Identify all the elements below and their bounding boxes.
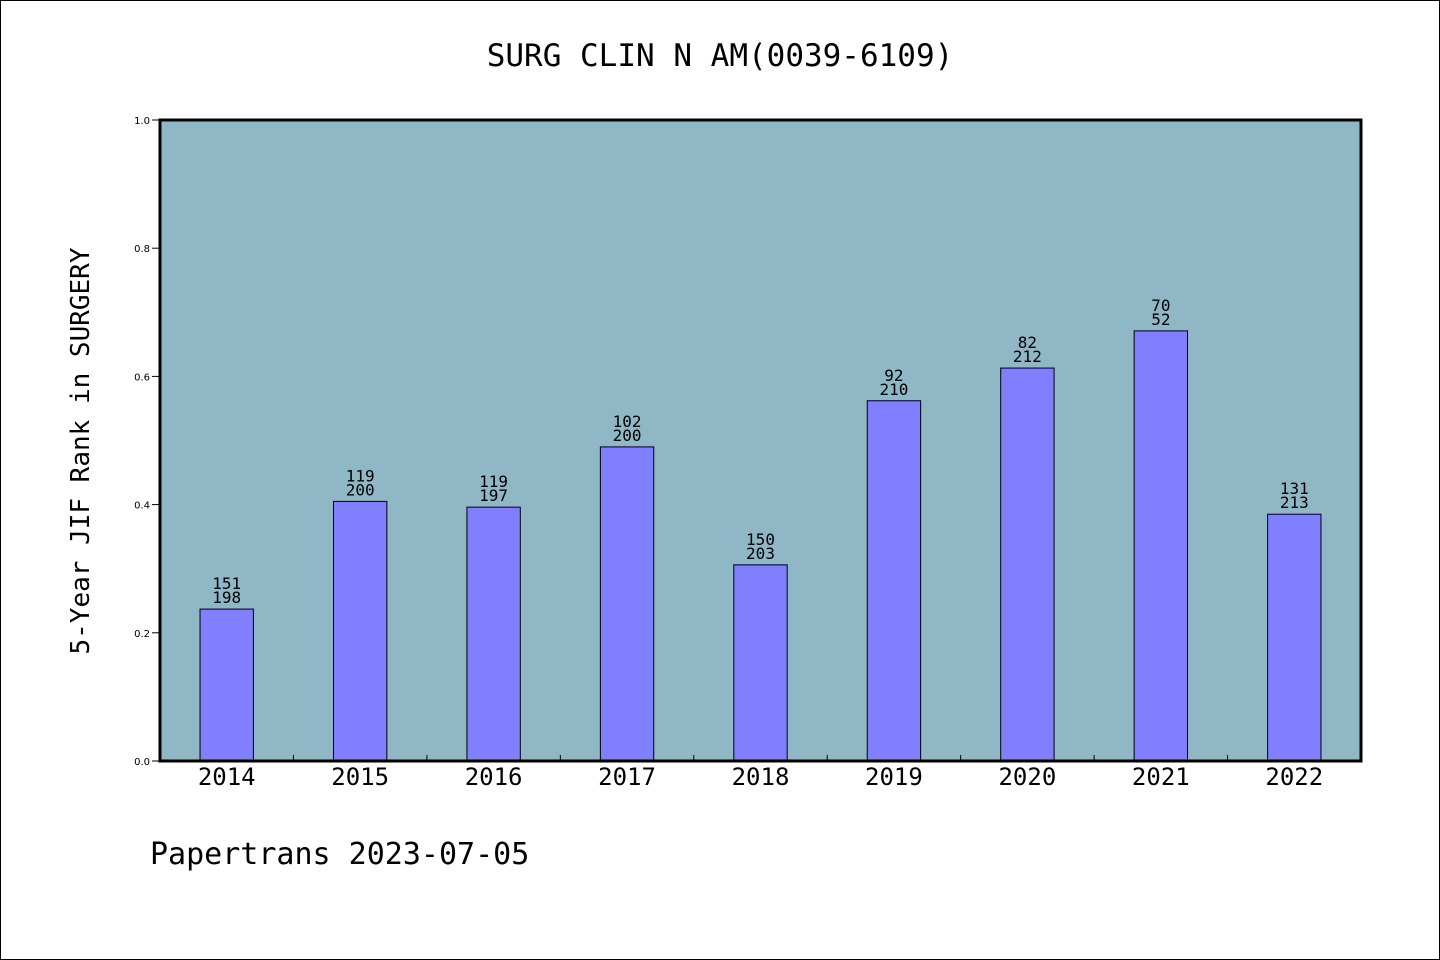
x-axis: 2014 2015 2016 2017 2018 2019 2020 2021 2022 [198, 755, 1323, 791]
bar-rank-label: 131 [1280, 479, 1309, 498]
y-tick-label: 0.0 [134, 757, 150, 768]
y-tick-label: 0.2 [134, 629, 150, 640]
footer-date-stamp: Papertrans 2023-07-05 [150, 837, 529, 872]
x-tick-label: 2019 [865, 763, 923, 791]
bar-rank-label: 150 [746, 530, 775, 549]
bar-2020 [1000, 367, 1055, 762]
x-tick-label: 2018 [732, 763, 790, 791]
bar-2016 [466, 506, 521, 762]
y-tick-label: 1.0 [134, 116, 150, 127]
bar-total-label: 197 [479, 486, 508, 505]
bar-2019 [866, 400, 922, 762]
bar-total-label: 212 [1013, 347, 1042, 366]
x-tick-label: 2016 [465, 763, 523, 791]
plot-border [158, 118, 1363, 763]
bar-2021 [1133, 330, 1189, 762]
x-tick-label: 2020 [998, 763, 1056, 791]
bar-2017 [599, 446, 655, 762]
bar-total-label: 210 [879, 380, 908, 399]
bar-total-label: 200 [613, 426, 642, 445]
x-tick-label: 2014 [198, 763, 256, 791]
chart-title: SURG CLIN N AM(0039-6109) [487, 38, 954, 74]
bar-series [199, 330, 1322, 762]
x-tick-label: 2015 [331, 763, 389, 791]
bar-rank-label: 119 [479, 472, 508, 491]
bar-2022 [1267, 513, 1322, 762]
bar-rank-label: 70 [1151, 296, 1170, 315]
bar-total-label: 198 [212, 588, 241, 607]
bar-rank-label: 82 [1018, 333, 1037, 352]
bar-total-label: 52 [1151, 310, 1170, 329]
x-tick-label: 2017 [598, 763, 656, 791]
bar-rank-label: 151 [212, 574, 241, 593]
y-tick-label: 0.4 [134, 501, 150, 512]
y-tick-label: 0.8 [134, 244, 150, 255]
bar-2014 [199, 608, 254, 762]
bar-2015 [332, 500, 388, 762]
x-tick-label: 2022 [1265, 763, 1323, 791]
bar-rank-label: 119 [346, 466, 375, 485]
bar-total-label: 213 [1280, 493, 1309, 512]
y-axis-label: 5-Year JIF Rank in SURGERY [66, 247, 96, 654]
bar-total-label: 200 [346, 480, 375, 499]
y-axis: 0.0 0.2 0.4 0.6 0.8 1.0 [134, 116, 160, 768]
y-tick-label: 0.6 [134, 372, 150, 383]
bar-rank-label: 102 [613, 412, 642, 431]
bar-2018 [733, 564, 788, 762]
bar-total-label: 203 [746, 544, 775, 563]
bar-rank-label: 92 [884, 366, 903, 385]
x-tick-label: 2021 [1132, 763, 1190, 791]
